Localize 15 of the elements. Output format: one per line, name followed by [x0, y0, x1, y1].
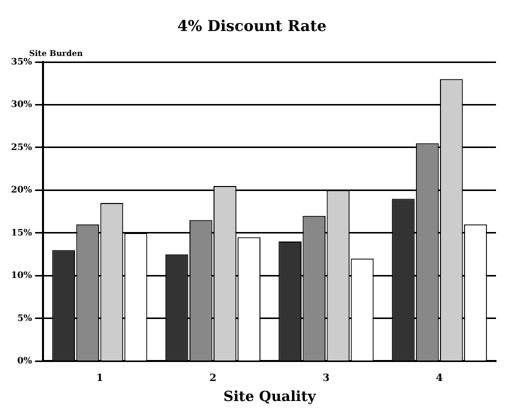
y-tick-label: 10%: [11, 271, 33, 282]
y-tick-label: 20%: [11, 186, 33, 196]
y-tick-label: 30%: [11, 100, 33, 110]
y-tick-label: 35%: [11, 57, 33, 68]
y-tick-label: 25%: [11, 142, 33, 153]
y-tick-label: 15%: [11, 228, 33, 238]
y-tick-label: 0%: [17, 356, 33, 367]
x-tick-label: 2: [209, 372, 216, 384]
x-tick-label: 4: [436, 372, 443, 384]
x-axis-title: Site Quality: [223, 389, 317, 406]
x-tick-label: 3: [322, 372, 330, 384]
y-tick-label: 5%: [17, 314, 33, 324]
chart-title: 4% Discount Rate: [177, 16, 327, 35]
y-axis-title: Site Burden: [29, 48, 83, 58]
x-tick-label: 1: [96, 372, 104, 384]
